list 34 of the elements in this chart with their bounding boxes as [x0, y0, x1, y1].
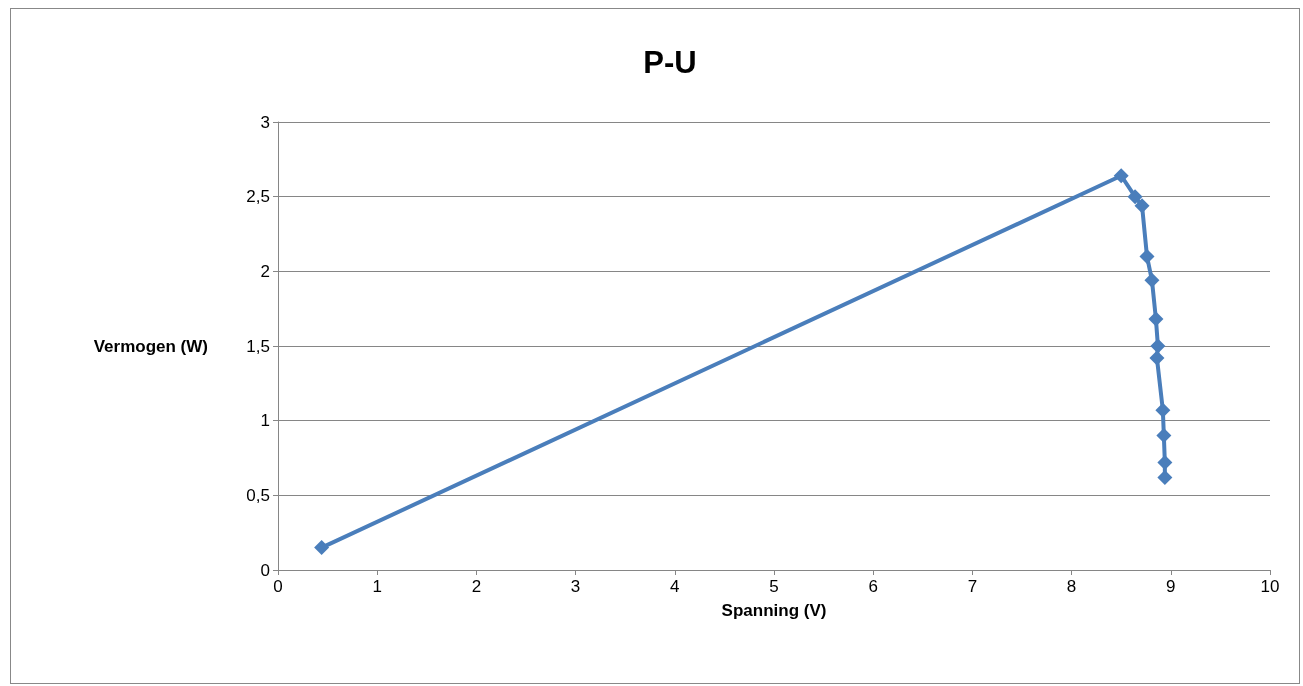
y-axis-title: Vermogen (W): [93, 336, 208, 356]
point: [1156, 428, 1172, 444]
point: [1113, 168, 1129, 184]
x-tick-label: 3: [570, 577, 581, 596]
y-tick-label: 0,5: [246, 485, 270, 505]
y-tick-label: 3: [260, 112, 270, 132]
y-tick-label: 2,5: [246, 187, 270, 207]
chart-title: P-U: [643, 45, 697, 80]
x-tick-label: 4: [670, 577, 680, 596]
point: [1144, 272, 1160, 288]
x-tick-label: 9: [1166, 577, 1176, 596]
point: [1139, 248, 1155, 264]
y-tick-label: 1: [260, 411, 270, 431]
x-tick-label: 10: [1260, 577, 1280, 596]
point: [1148, 311, 1164, 327]
x-tick-label: 2: [471, 577, 482, 596]
point: [1134, 198, 1150, 214]
y-tick-label: 2: [260, 261, 270, 281]
point: [1157, 469, 1173, 485]
point: [1155, 402, 1171, 418]
point: [1150, 338, 1166, 354]
x-tick-label: 0: [273, 577, 283, 596]
x-tick-label: 5: [769, 577, 779, 596]
x-tick-label: 6: [868, 577, 878, 596]
point: [1149, 350, 1165, 366]
y-tick-label: 0: [260, 560, 270, 580]
point: [1157, 454, 1173, 470]
y-tick-label: 1,5: [246, 336, 270, 356]
x-tick-label: 8: [1066, 577, 1077, 596]
x-tick-label: 7: [967, 577, 978, 596]
x-tick-label: 1: [372, 577, 382, 596]
x-axis-title: Spanning (V): [721, 601, 827, 620]
point: [1127, 189, 1143, 205]
point: [314, 540, 330, 556]
